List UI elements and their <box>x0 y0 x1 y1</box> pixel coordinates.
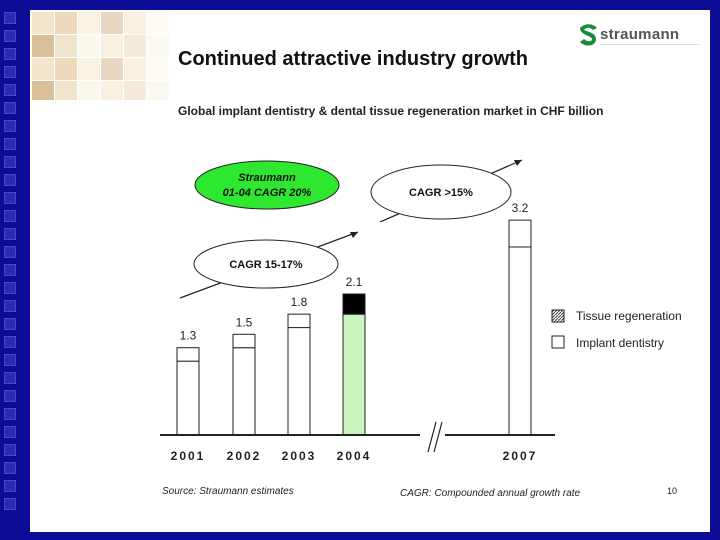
decor-square <box>4 210 16 222</box>
decor-square <box>4 138 16 150</box>
page-number: 10 <box>667 486 678 496</box>
photo-tile <box>32 12 54 34</box>
category-label-2004: 2004 <box>337 449 372 463</box>
decor-square <box>4 246 16 258</box>
callout-cagr-late: CAGR >15% <box>370 164 512 220</box>
photo-tile <box>78 12 100 34</box>
total-label-2002: 1.5 <box>236 315 253 329</box>
decor-square <box>4 390 16 402</box>
decor-square <box>4 12 16 24</box>
decor-square <box>4 156 16 168</box>
total-label-2007: 3.2 <box>512 201 529 215</box>
photo-tile <box>55 58 77 80</box>
bar-implant-2003 <box>287 327 311 436</box>
photo-tile <box>32 58 54 80</box>
callout-straumann-cagr: Straumann 01-04 CAGR 20% <box>194 160 340 210</box>
callout-straumann-line2: 01-04 CAGR 20% <box>223 187 312 199</box>
bar-implant-2001 <box>176 360 200 436</box>
decor-square <box>4 336 16 348</box>
bar-tissue-2001 <box>176 347 200 362</box>
callout-cagr-late-text: CAGR >15% <box>409 187 473 199</box>
decor-square <box>4 462 16 474</box>
photo-tile <box>101 35 123 57</box>
photo-tile <box>55 35 77 57</box>
decor-square <box>4 48 16 60</box>
category-label-2002: 2002 <box>227 449 262 463</box>
header-photo-collage <box>30 10 170 100</box>
photo-tile <box>124 35 146 57</box>
photo-tile <box>147 35 169 57</box>
straumann-logo: straumann <box>578 20 708 60</box>
decor-square <box>4 318 16 330</box>
logo-text: straumann <box>600 26 680 43</box>
photo-tile <box>32 35 54 57</box>
total-label-2001: 1.3 <box>180 329 197 343</box>
photo-tile <box>101 81 123 100</box>
photo-tile <box>147 81 169 100</box>
decor-square <box>4 66 16 78</box>
bar-tissue-2002 <box>232 333 256 349</box>
cagr-definition-note: CAGR: Compounded annual growth rate <box>400 488 581 499</box>
photo-tile <box>101 12 123 34</box>
axis-break-icon <box>427 421 443 453</box>
bar-implant-2007 <box>508 246 532 436</box>
callout-cagr-early-text: CAGR 15-17% <box>229 259 303 271</box>
photo-tile <box>55 12 77 34</box>
decor-square <box>4 120 16 132</box>
decor-square <box>4 498 16 510</box>
photo-tile <box>32 81 54 100</box>
logo-underline <box>600 44 700 51</box>
photo-tile <box>78 35 100 57</box>
decor-square <box>4 480 16 492</box>
slide-title: Continued attractive industry growth <box>178 48 529 70</box>
photo-tile <box>124 58 146 80</box>
legend-label-implant: Implant dentistry <box>576 336 664 350</box>
photo-tile <box>124 12 146 34</box>
decor-square <box>4 408 16 420</box>
decor-square <box>4 444 16 456</box>
slide: Continued attractive industry growth str… <box>30 10 710 532</box>
decor-square <box>4 192 16 204</box>
photo-tile <box>147 58 169 80</box>
category-label-2007: 2007 <box>503 449 538 463</box>
callout-straumann-line1: Straumann <box>238 172 296 184</box>
decor-square <box>4 354 16 366</box>
category-label-2001: 2001 <box>171 449 206 463</box>
logo-mark-icon <box>580 24 597 46</box>
decor-square <box>4 426 16 438</box>
bar-tissue-2003 <box>287 313 311 329</box>
decor-square <box>4 102 16 114</box>
callout-cagr-early: CAGR 15-17% <box>193 239 339 289</box>
source-note: Source: Straumann estimates <box>162 486 294 497</box>
photo-tile <box>78 81 100 100</box>
photo-tile <box>147 12 169 34</box>
total-label-2004: 2.1 <box>346 275 363 289</box>
legend-swatch-tissue <box>551 309 565 323</box>
decor-square <box>4 174 16 186</box>
total-label-2003: 1.8 <box>291 295 308 309</box>
decor-square <box>4 372 16 384</box>
photo-tile <box>55 81 77 100</box>
legend: Tissue regeneration Implant dentistry <box>551 309 682 350</box>
decor-square <box>4 264 16 276</box>
legend-swatch-implant <box>551 335 565 349</box>
chart-subtitle: Global implant dentistry & dental tissue… <box>178 104 604 118</box>
photo-tile <box>101 58 123 80</box>
bar-implant-2004 <box>342 313 366 436</box>
decor-square <box>4 300 16 312</box>
decor-square <box>4 228 16 240</box>
legend-label-tissue: Tissue regeneration <box>576 309 682 323</box>
decor-square <box>4 84 16 96</box>
decor-square <box>4 30 16 42</box>
photo-tile <box>124 81 146 100</box>
bar-tissue-2007 <box>508 219 532 248</box>
category-label-2003: 2003 <box>282 449 317 463</box>
photo-tile <box>78 58 100 80</box>
bar-implant-2002 <box>232 347 256 436</box>
decor-square <box>4 282 16 294</box>
bar-tissue-2004 <box>342 293 366 315</box>
